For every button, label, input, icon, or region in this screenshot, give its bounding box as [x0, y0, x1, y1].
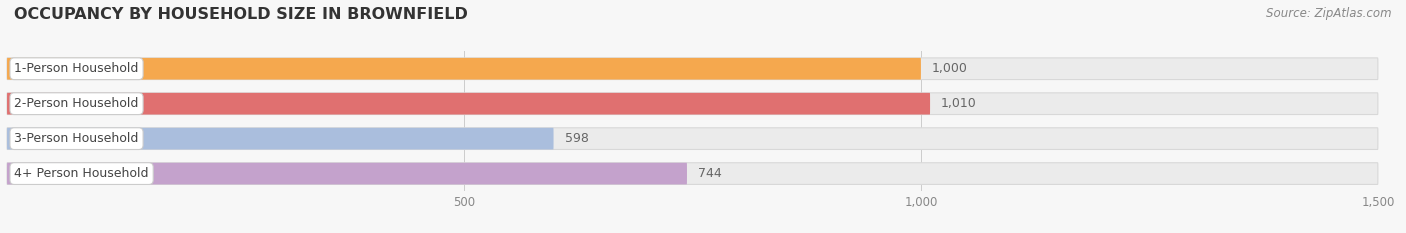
Text: 598: 598 — [564, 132, 588, 145]
FancyBboxPatch shape — [7, 128, 1378, 150]
FancyBboxPatch shape — [7, 58, 921, 80]
Text: 1-Person Household: 1-Person Household — [14, 62, 139, 75]
Text: 1,000: 1,000 — [932, 62, 967, 75]
Text: 4+ Person Household: 4+ Person Household — [14, 167, 149, 180]
FancyBboxPatch shape — [7, 93, 1378, 115]
Text: 3-Person Household: 3-Person Household — [14, 132, 139, 145]
FancyBboxPatch shape — [7, 58, 1378, 80]
Text: 1,010: 1,010 — [941, 97, 977, 110]
Text: OCCUPANCY BY HOUSEHOLD SIZE IN BROWNFIELD: OCCUPANCY BY HOUSEHOLD SIZE IN BROWNFIEL… — [14, 7, 468, 22]
Text: 744: 744 — [697, 167, 721, 180]
FancyBboxPatch shape — [7, 163, 688, 185]
FancyBboxPatch shape — [7, 93, 931, 115]
Text: Source: ZipAtlas.com: Source: ZipAtlas.com — [1267, 7, 1392, 20]
FancyBboxPatch shape — [7, 163, 1378, 185]
Text: 2-Person Household: 2-Person Household — [14, 97, 139, 110]
FancyBboxPatch shape — [7, 128, 554, 150]
